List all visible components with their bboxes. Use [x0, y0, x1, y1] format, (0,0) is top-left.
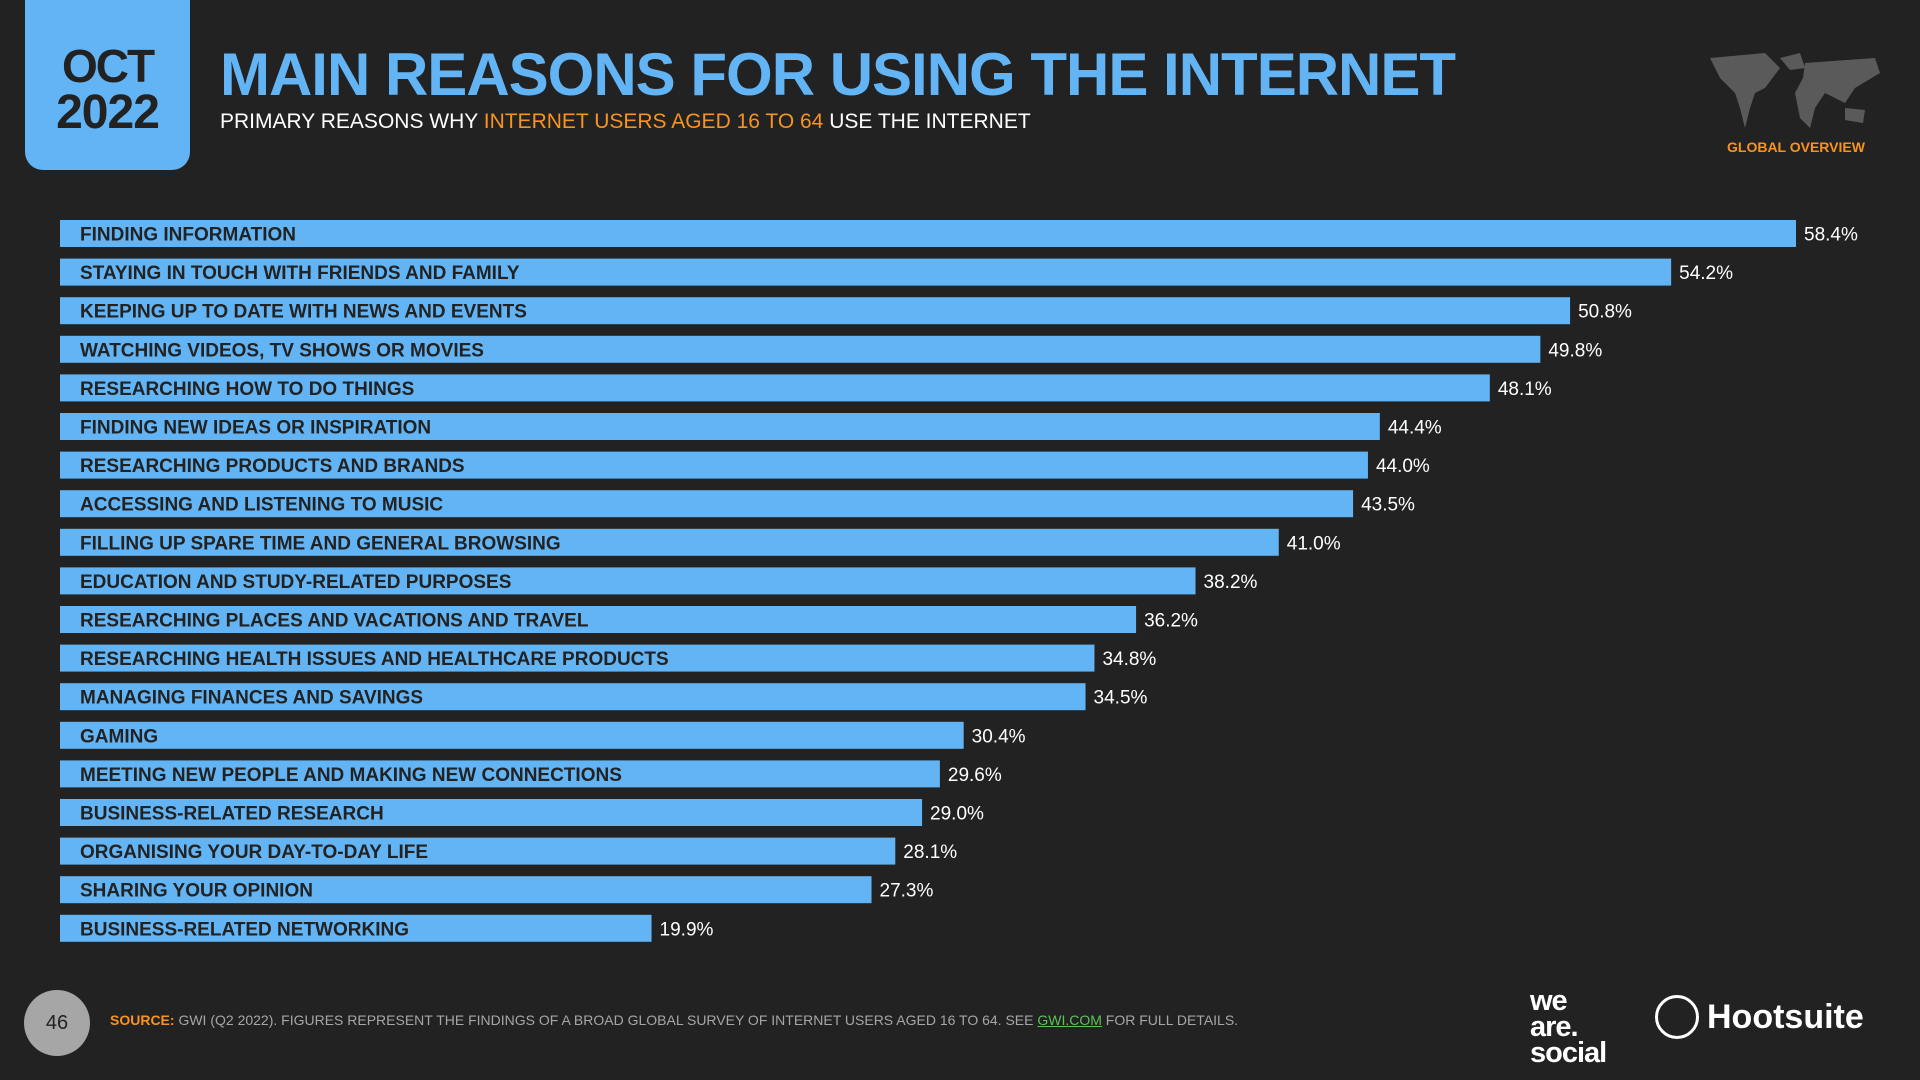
hootsuite-logo: Hootsuite — [1655, 995, 1864, 1039]
bar-category-label: EDUCATION AND STUDY-RELATED PURPOSES — [80, 572, 511, 593]
bar-category-label: ACCESSING AND LISTENING TO MUSIC — [80, 495, 443, 516]
bar — [60, 451, 1368, 479]
bar — [60, 721, 964, 749]
bar — [60, 258, 1672, 286]
bar-category-label: RESEARCHING PLACES AND VACATIONS AND TRA… — [80, 611, 589, 632]
bar-category-label: MANAGING FINANCES AND SAVINGS — [80, 688, 423, 709]
bar-value-label: 58.4% — [1804, 225, 1858, 246]
bar-category-label: WATCHING VIDEOS, TV SHOWS OR MOVIES — [80, 340, 484, 361]
owl-icon — [1655, 995, 1699, 1039]
bar-value-label: 49.8% — [1548, 340, 1602, 361]
page-title: MAIN REASONS FOR USING THE INTERNET — [220, 41, 1456, 108]
bar-value-label: 43.5% — [1361, 495, 1415, 516]
bar-value-label: 41.0% — [1287, 533, 1341, 554]
bar — [60, 413, 1380, 440]
bar-value-label: 34.5% — [1094, 688, 1148, 709]
bar — [60, 644, 1095, 672]
bar-category-label: FINDING NEW IDEAS OR INSPIRATION — [80, 418, 431, 439]
bar-value-label: 48.1% — [1498, 379, 1552, 400]
bar-category-label: RESEARCHING HEALTH ISSUES AND HEALTHCARE… — [80, 649, 669, 670]
source-note: SOURCE: GWI (Q2 2022). FIGURES REPRESENT… — [110, 1012, 1238, 1028]
we-are-social-logo: we are. social — [1530, 985, 1607, 1070]
bar — [60, 528, 1279, 556]
bar — [60, 220, 1796, 247]
bar-category-label: BUSINESS-RELATED NETWORKING — [80, 919, 409, 940]
bar-category-label: SHARING YOUR OPINION — [80, 881, 313, 902]
bar-category-label: KEEPING UP TO DATE WITH NEWS AND EVENTS — [80, 302, 527, 323]
bar — [60, 837, 896, 865]
bar-value-label: 50.8% — [1578, 302, 1632, 323]
bar-category-label: RESEARCHING PRODUCTS AND BRANDS — [80, 456, 465, 477]
region-label: GLOBAL OVERVIEW — [1727, 139, 1865, 155]
page-number: 46 — [24, 990, 90, 1056]
bar-value-label: 44.0% — [1376, 456, 1430, 477]
bar — [60, 683, 1086, 711]
bar-value-label: 30.4% — [972, 726, 1026, 747]
bar — [60, 799, 923, 826]
bar — [60, 606, 1137, 633]
bar-value-label: 38.2% — [1204, 572, 1258, 593]
bar-value-label: 36.2% — [1144, 611, 1198, 632]
bar-value-label: 29.6% — [948, 765, 1002, 786]
date-badge: OCT 2022 — [25, 0, 190, 170]
subtitle-text-end: USE THE INTERNET — [823, 110, 1031, 133]
bar-category-label: GAMING — [80, 726, 158, 747]
bar-category-label: STAYING IN TOUCH WITH FRIENDS AND FAMILY — [80, 263, 520, 284]
bar-category-label: ORGANISING YOUR DAY-TO-DAY LIFE — [80, 842, 428, 863]
bar-value-label: 54.2% — [1679, 263, 1733, 284]
date-month: OCT — [61, 40, 155, 92]
page-subtitle: PRIMARY REASONS WHY INTERNET USERS AGED … — [220, 110, 1031, 134]
bar-value-label: 27.3% — [880, 881, 934, 902]
source-link[interactable]: GWI.COM — [1037, 1012, 1102, 1028]
bar-value-label: 34.8% — [1102, 649, 1156, 670]
bar — [60, 374, 1490, 402]
bar — [60, 914, 652, 942]
bar-value-label: 29.0% — [930, 804, 984, 825]
bar — [60, 297, 1571, 325]
date-year: 2022 — [56, 86, 160, 139]
bar-chart: FINDING INFORMATION 58.4% STAYING IN TOUCH… — [60, 220, 1858, 942]
bar — [60, 567, 1196, 595]
bar-value-label: 28.1% — [903, 842, 957, 863]
bar — [60, 876, 872, 904]
bar-category-label: RESEARCHING HOW TO DO THINGS — [80, 379, 414, 400]
subtitle-text: PRIMARY REASONS WHY — [220, 110, 484, 133]
subtitle-highlight: INTERNET USERS AGED 16 TO 64 — [483, 110, 824, 133]
bar-value-label: 19.9% — [660, 919, 714, 940]
bar — [60, 490, 1354, 518]
bar-category-label: FILLING UP SPARE TIME AND GENERAL BROWSI… — [80, 533, 561, 554]
bar — [60, 760, 940, 788]
bar-category-label: MEETING NEW PEOPLE AND MAKING NEW CONNEC… — [80, 765, 622, 786]
source-label: SOURCE: — [110, 1012, 175, 1028]
bar-value-label: 44.4% — [1388, 418, 1442, 439]
world-map-icon — [1710, 53, 1880, 128]
source-text: GWI (Q2 2022). FIGURES REPRESENT THE FIN… — [174, 1012, 1038, 1028]
bar-category-label: BUSINESS-RELATED RESEARCH — [80, 804, 384, 825]
source-end: FOR FULL DETAILS. — [1101, 1012, 1239, 1028]
bar — [60, 335, 1541, 363]
bar-category-label: FINDING INFORMATION — [80, 225, 296, 246]
